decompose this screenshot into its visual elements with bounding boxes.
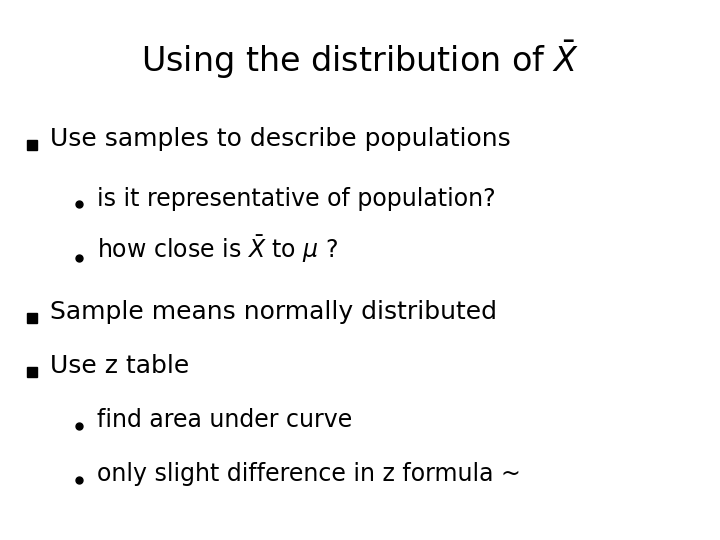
Text: find area under curve: find area under curve <box>97 408 353 432</box>
Text: Use samples to describe populations: Use samples to describe populations <box>50 127 511 151</box>
Text: Using the distribution of $\bar{X}$: Using the distribution of $\bar{X}$ <box>141 38 579 80</box>
Text: how close is $\bar{X}$ to $\mu$ ?: how close is $\bar{X}$ to $\mu$ ? <box>97 233 338 265</box>
Text: Sample means normally distributed: Sample means normally distributed <box>50 300 498 324</box>
Text: only slight difference in z formula ~: only slight difference in z formula ~ <box>97 462 521 486</box>
Text: is it representative of population?: is it representative of population? <box>97 187 496 211</box>
Text: Use z table: Use z table <box>50 354 189 378</box>
